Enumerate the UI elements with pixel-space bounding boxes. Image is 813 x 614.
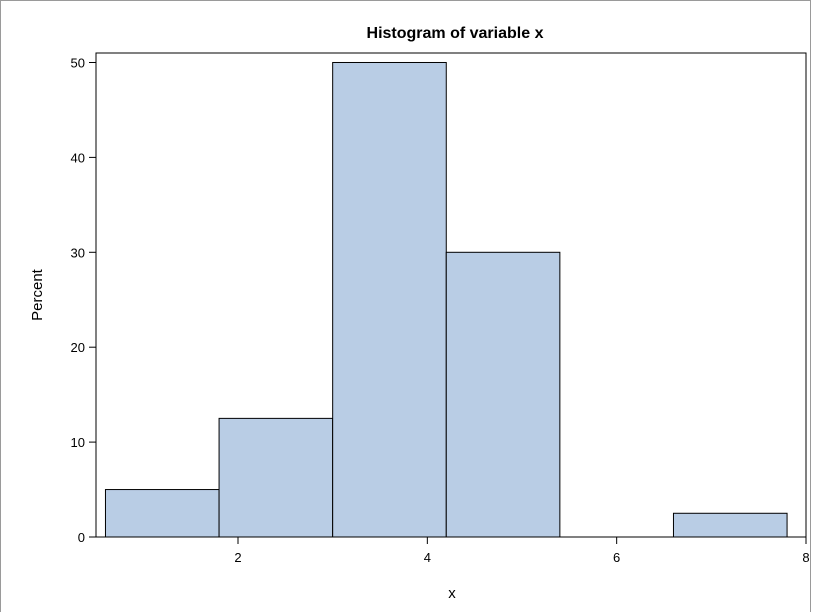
chart-title: Histogram of variable x (367, 25, 544, 42)
y-tick-label-0: 0 (78, 530, 85, 545)
y-tick-label-20: 20 (71, 340, 85, 355)
y-axis: 0 10 20 30 40 50 (71, 55, 96, 545)
y-tick-label-50: 50 (71, 55, 85, 70)
x-axis-label: x (448, 585, 456, 602)
bars-group (104, 61, 788, 538)
x-tick-label-8: 8 (802, 550, 809, 565)
histogram-bar-1 (218, 417, 334, 538)
y-tick-label-40: 40 (71, 150, 85, 165)
histogram-bar-3 (445, 251, 561, 538)
x-tick-label-4: 4 (424, 550, 431, 565)
y-tick-label-30: 30 (71, 245, 85, 260)
x-tick-label-6: 6 (613, 550, 620, 565)
x-tick-label-2: 2 (234, 550, 241, 565)
histogram-bar-5 (672, 512, 788, 538)
histogram-bar-2 (332, 61, 447, 538)
y-tick-label-10: 10 (71, 435, 85, 450)
histogram-bar-0 (104, 489, 220, 538)
y-axis-label: Percent (29, 268, 46, 321)
x-axis: 2 4 6 8 (234, 537, 810, 565)
